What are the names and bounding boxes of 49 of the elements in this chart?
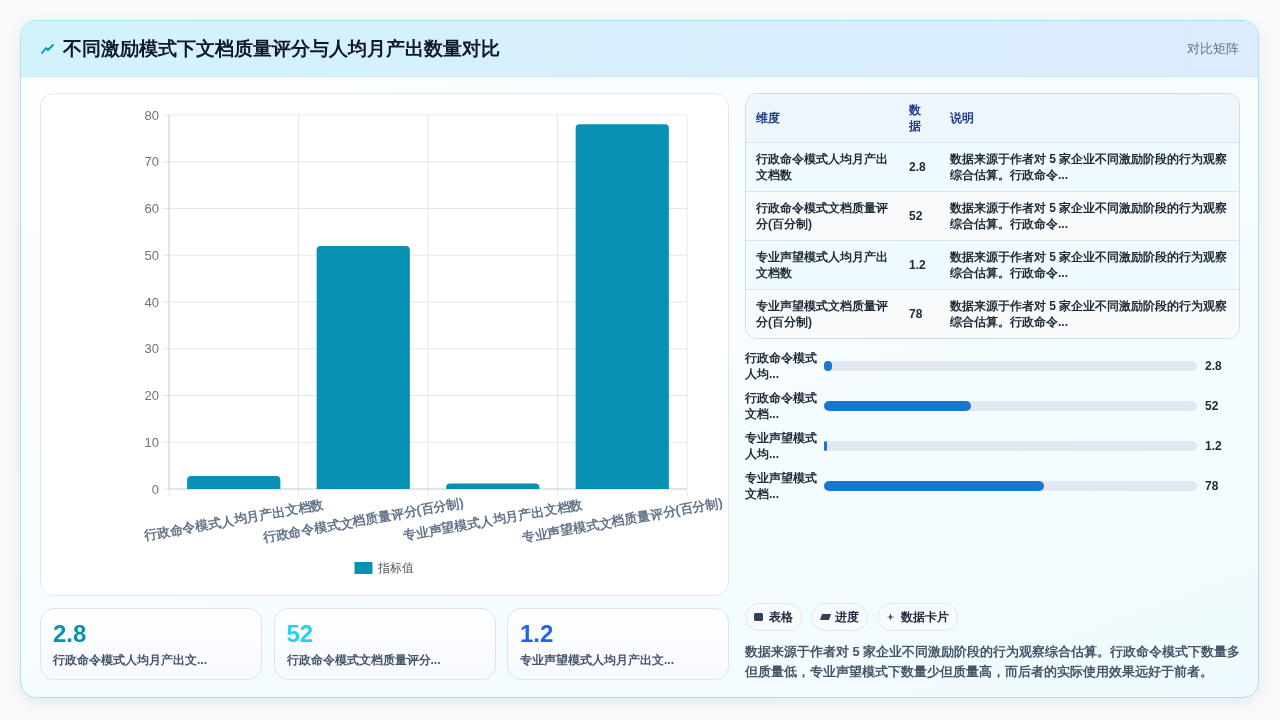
- text: 数据来源于作者对 5 家企业不同激励阶段的行为观察综合估算。行政命令...: [950, 151, 1228, 182]
- category-label: 行政命令模式文档质量评分(百分制): [756, 200, 888, 231]
- text: 进度: [835, 608, 859, 626]
- text: 数据: [909, 102, 921, 133]
- text: 不同激励模式下文档质量评分与人均月产出数量对比: [63, 37, 500, 61]
- data-label: 52: [286, 619, 314, 649]
- y-tick-label: 60: [144, 201, 159, 216]
- y-tick-label: 40: [144, 294, 159, 310]
- text: 数据来源于作者对 5 家企业不同激励阶段的行为观察综合估算。行政命令...: [950, 249, 1228, 280]
- data-label: 52: [1205, 398, 1219, 414]
- data-label: 78: [909, 306, 923, 321]
- data-label: 2.8: [1205, 358, 1222, 374]
- text: 数据来源于作者对 5 家企业不同激励阶段的行为观察综合估算。行政命令...: [950, 200, 1228, 231]
- category-label: 行政命令模式人均月产出文...: [53, 652, 208, 668]
- bar: [446, 483, 540, 489]
- category-label: 专业声望模式人均月产出文档数: [756, 249, 888, 280]
- y-tick-label: 20: [144, 388, 159, 403]
- data-label: 2.8: [53, 619, 87, 649]
- bar: [316, 245, 410, 489]
- category-label: 行政命令模式文档质量评分...: [286, 652, 441, 668]
- y-tick-label: 50: [144, 247, 159, 263]
- data-label: 1.2: [520, 619, 554, 649]
- text: 表格: [769, 608, 793, 626]
- text: 数据来源于作者对 5 家企业不同激励阶段的行为观察综合估算。行政命令模式下数量多但质量低，专业声望模式下数量少但质量高，而后者的实际使用效果远好于前者。: [745, 643, 1242, 681]
- category-label: 专业声望模式文档质量评分(百分制): [756, 298, 888, 329]
- category-label: 专业声望模式人均月产出文...: [520, 652, 675, 668]
- y-tick-label: 行政命令模式人均...: [745, 350, 818, 382]
- data-label: 78: [1205, 478, 1219, 494]
- data-label: 1.2: [1205, 438, 1222, 454]
- data-label: 52: [909, 208, 923, 223]
- y-tick-label: 70: [144, 154, 159, 170]
- bar: [187, 475, 281, 489]
- text: 数据卡片: [901, 608, 949, 626]
- text: 说明: [950, 110, 974, 125]
- text: 数据来源于作者对 5 家企业不同激励阶段的行为观察综合估算。行政命令...: [950, 298, 1228, 329]
- y-tick-label: 80: [144, 107, 159, 123]
- category-label: 行政命令模式人均月产出文档数: [756, 151, 888, 182]
- y-tick-label: 行政命令模式文档...: [745, 390, 818, 422]
- data-label: 2.8: [909, 159, 926, 174]
- data-label: 1.2: [909, 257, 926, 272]
- legend-label: 指标值: [376, 561, 414, 575]
- text: 维度: [756, 110, 780, 125]
- y-tick-label: 0: [151, 481, 159, 497]
- bar: [575, 124, 669, 489]
- text: 对比矩阵: [1187, 40, 1239, 58]
- y-tick-label: 专业声望模式文档...: [745, 470, 818, 502]
- y-tick-label: 10: [144, 434, 159, 450]
- y-tick-label: 专业声望模式人均...: [745, 430, 818, 462]
- y-tick-label: 30: [144, 341, 159, 357]
